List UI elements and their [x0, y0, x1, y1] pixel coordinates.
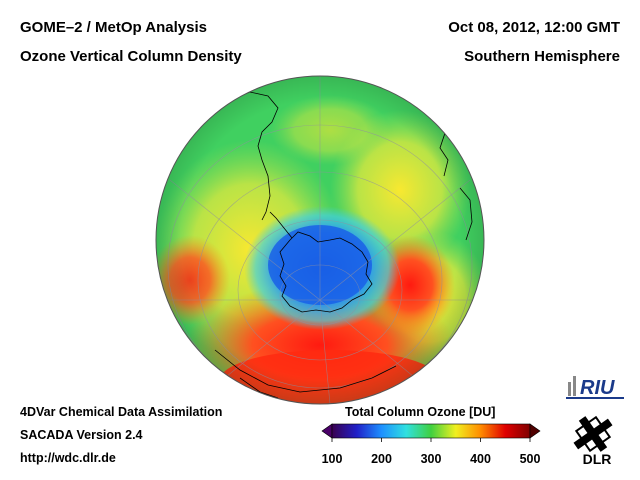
colorbar-tick-label: 400 — [470, 452, 491, 466]
riu-logo-tower — [568, 382, 571, 396]
dlr-logo-mark — [573, 415, 613, 453]
footer-line-2: SACADA Version 2.4 — [20, 428, 143, 442]
footer-line-1: 4DVar Chemical Data Assimilation — [20, 405, 223, 419]
colorbar-min-arrow — [321, 423, 333, 439]
globe-outline — [155, 75, 485, 405]
colorbar-tick-label: 200 — [371, 452, 392, 466]
footer-url-link[interactable]: http://wdc.dlr.de — [20, 451, 116, 465]
colorbar-title: Total Column Ozone [DU] — [345, 405, 496, 419]
timestamp: Oct 08, 2012, 12:00 GMT — [448, 19, 620, 36]
colorbar-gradient — [331, 423, 531, 439]
colorbar-tick-label: 500 — [520, 452, 541, 466]
riu-logo-tower — [573, 376, 576, 396]
riu-logo: RIU — [566, 376, 624, 399]
colorbar-max-arrow — [529, 423, 541, 439]
globe-limb-shading — [156, 76, 484, 404]
dlr-logo-text: DLR — [583, 451, 612, 467]
hemisphere-label: Southern Hemisphere — [464, 48, 620, 65]
colorbar-tick-label: 300 — [421, 452, 442, 466]
map-subtitle: Ozone Vertical Column Density — [20, 48, 242, 65]
dlr-logo: DLR — [573, 415, 613, 467]
colorbar-tick-label: 100 — [322, 452, 343, 466]
riu-logo-text: RIU — [580, 377, 615, 399]
map-title: GOME–2 / MetOp Analysis — [20, 19, 207, 36]
